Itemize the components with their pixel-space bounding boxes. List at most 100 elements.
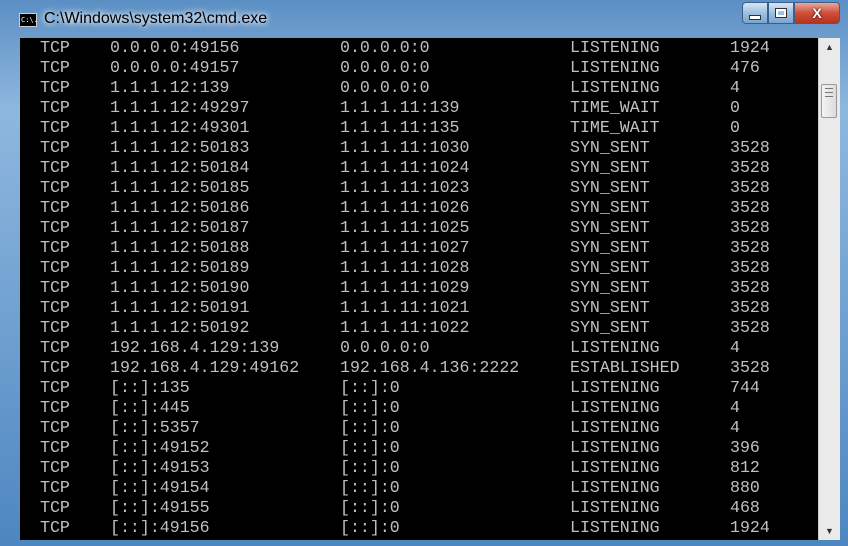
pid-cell: 3528 — [730, 198, 770, 217]
pid-cell: 880 — [730, 478, 760, 497]
foreign-address-cell: 1.1.1.11:139 — [340, 98, 460, 117]
foreign-address-cell: 0.0.0.0:0 — [340, 78, 430, 97]
pid-cell: 396 — [730, 438, 760, 457]
state-cell: LISTENING — [570, 78, 660, 97]
title-bar[interactable]: C:\. C:\Windows\system32\cmd.exe X — [0, 0, 848, 38]
pid-cell: 4 — [730, 338, 740, 357]
netstat-row: TCP 192.168.4.129:49162 192.168.4.136:2222… — [20, 358, 818, 378]
netstat-row: TCP [::]:49156 [::]:0 LISTENING 1924 — [20, 518, 818, 538]
pid-cell: 3528 — [730, 218, 770, 237]
maximize-icon — [775, 8, 787, 18]
maximize-button[interactable] — [768, 2, 794, 24]
foreign-address-cell: [::]:0 — [340, 398, 400, 417]
state-cell: SYN_SENT — [570, 238, 650, 257]
protocol-cell: TCP — [40, 138, 70, 157]
protocol-cell: TCP — [40, 78, 70, 97]
protocol-cell: TCP — [40, 358, 70, 377]
protocol-cell: TCP — [40, 38, 70, 57]
netstat-row: TCP 1.1.1.12:50185 1.1.1.11:1023 SYN_SENT 35… — [20, 178, 818, 198]
local-address-cell: 192.168.4.129:139 — [110, 338, 280, 357]
scroll-up-arrow-icon[interactable]: ▲ — [825, 42, 834, 52]
state-cell: SYN_SENT — [570, 178, 650, 197]
local-address-cell: 1.1.1.12:50189 — [110, 258, 250, 277]
vertical-scrollbar[interactable]: ▲ ▼ — [818, 38, 840, 540]
local-address-cell: [::]:49156 — [110, 518, 210, 537]
pid-cell: 4 — [730, 78, 740, 97]
local-address-cell: 1.1.1.12:50187 — [110, 218, 250, 237]
scroll-thumb[interactable] — [821, 84, 837, 118]
state-cell: LISTENING — [570, 498, 660, 517]
netstat-row: TCP [::]:135 [::]:0 LISTENING 744 — [20, 378, 818, 398]
protocol-cell: TCP — [40, 278, 70, 297]
foreign-address-cell: 0.0.0.0:0 — [340, 38, 430, 57]
state-cell: LISTENING — [570, 38, 660, 57]
state-cell: SYN_SENT — [570, 158, 650, 177]
state-cell: LISTENING — [570, 518, 660, 537]
window-title: C:\Windows\system32\cmd.exe — [44, 10, 268, 27]
netstat-row: TCP 1.1.1.12:50189 1.1.1.11:1028 SYN_SENT 35… — [20, 258, 818, 278]
local-address-cell: 1.1.1.12:50190 — [110, 278, 250, 297]
pid-cell: 476 — [730, 58, 760, 77]
netstat-row: TCP [::]:49155 [::]:0 LISTENING 468 — [20, 498, 818, 518]
netstat-row: TCP 0.0.0.0:49157 0.0.0.0:0 LISTENING 476 — [20, 58, 818, 78]
protocol-cell: TCP — [40, 478, 70, 497]
state-cell: SYN_SENT — [570, 258, 650, 277]
local-address-cell: 1.1.1.12:50185 — [110, 178, 250, 197]
protocol-cell: TCP — [40, 518, 70, 537]
netstat-row: TCP 1.1.1.12:50188 1.1.1.11:1027 SYN_SENT 35… — [20, 238, 818, 258]
state-cell: SYN_SENT — [570, 138, 650, 157]
netstat-row: TCP 1.1.1.12:50186 1.1.1.11:1026 SYN_SENT 35… — [20, 198, 818, 218]
foreign-address-cell: [::]:0 — [340, 418, 400, 437]
minimize-button[interactable] — [742, 2, 768, 24]
netstat-row: TCP 1.1.1.12:49297 1.1.1.11:139 TIME_WAIT 0 — [20, 98, 818, 118]
foreign-address-cell: 1.1.1.11:1028 — [340, 258, 470, 277]
netstat-row: TCP 192.168.4.129:139 0.0.0.0:0 LISTENING 4 — [20, 338, 818, 358]
local-address-cell: 1.1.1.12:50191 — [110, 298, 250, 317]
local-address-cell: [::]:49153 — [110, 458, 210, 477]
protocol-cell: TCP — [40, 118, 70, 137]
netstat-row: TCP 1.1.1.12:50183 1.1.1.11:1030 SYN_SENT 35… — [20, 138, 818, 158]
state-cell: SYN_SENT — [570, 218, 650, 237]
protocol-cell: TCP — [40, 458, 70, 477]
foreign-address-cell: 1.1.1.11:1021 — [340, 298, 470, 317]
foreign-address-cell: 0.0.0.0:0 — [340, 338, 430, 357]
protocol-cell: TCP — [40, 58, 70, 77]
local-address-cell: 0.0.0.0:49156 — [110, 38, 240, 57]
protocol-cell: TCP — [40, 378, 70, 397]
console-output[interactable]: TCP 0.0.0.0:49156 0.0.0.0:0 LISTENING 1924 TC… — [20, 38, 818, 540]
foreign-address-cell: 1.1.1.11:1023 — [340, 178, 470, 197]
local-address-cell: 1.1.1.12:139 — [110, 78, 230, 97]
pid-cell: 1924 — [730, 518, 770, 537]
netstat-row: TCP 1.1.1.12:50192 1.1.1.11:1022 SYN_SENT 35… — [20, 318, 818, 338]
local-address-cell: 1.1.1.12:49297 — [110, 98, 250, 117]
foreign-address-cell: [::]:0 — [340, 438, 400, 457]
local-address-cell: [::]:49154 — [110, 478, 210, 497]
state-cell: ESTABLISHED — [570, 358, 680, 377]
foreign-address-cell: 1.1.1.11:1022 — [340, 318, 470, 337]
scroll-down-arrow-icon[interactable]: ▼ — [825, 526, 834, 536]
foreign-address-cell: [::]:0 — [340, 378, 400, 397]
local-address-cell: 1.1.1.12:50186 — [110, 198, 250, 217]
protocol-cell: TCP — [40, 418, 70, 437]
cmd-icon[interactable]: C:\. — [19, 13, 38, 27]
foreign-address-cell: [::]:0 — [340, 518, 400, 537]
netstat-row: TCP 1.1.1.12:49301 1.1.1.11:135 TIME_WAIT 0 — [20, 118, 818, 138]
local-address-cell: [::]:49152 — [110, 438, 210, 457]
protocol-cell: TCP — [40, 338, 70, 357]
state-cell: SYN_SENT — [570, 298, 650, 317]
local-address-cell: 1.1.1.12:50188 — [110, 238, 250, 257]
local-address-cell: 1.1.1.12:50184 — [110, 158, 250, 177]
local-address-cell: [::]:445 — [110, 398, 190, 417]
foreign-address-cell: 1.1.1.11:135 — [340, 118, 460, 137]
state-cell: LISTENING — [570, 58, 660, 77]
protocol-cell: TCP — [40, 258, 70, 277]
local-address-cell: 1.1.1.12:50192 — [110, 318, 250, 337]
local-address-cell: 192.168.4.129:49162 — [110, 358, 300, 377]
pid-cell: 4 — [730, 418, 740, 437]
close-button[interactable]: X — [794, 2, 840, 24]
pid-cell: 3528 — [730, 158, 770, 177]
minimize-icon — [749, 14, 761, 20]
state-cell: SYN_SENT — [570, 198, 650, 217]
protocol-cell: TCP — [40, 98, 70, 117]
